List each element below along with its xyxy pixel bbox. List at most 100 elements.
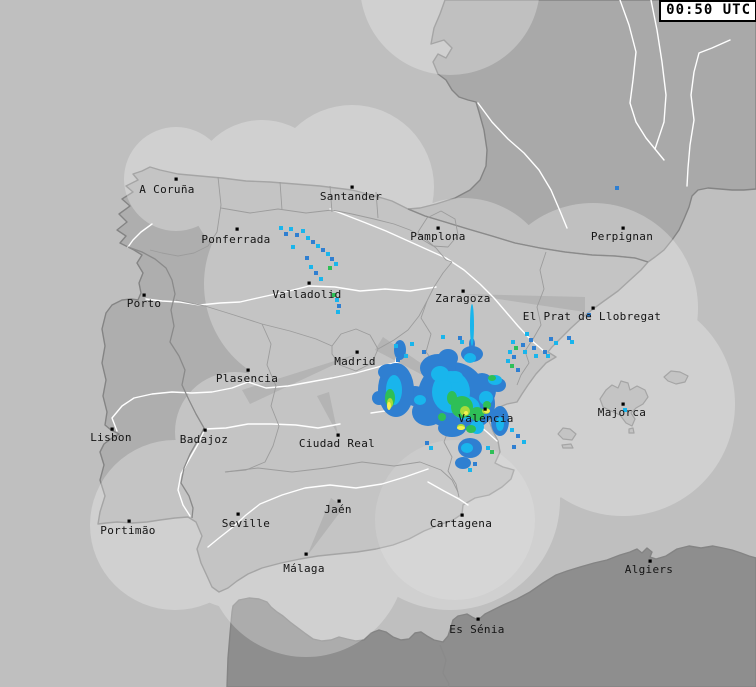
precipitation-speck: [337, 304, 341, 308]
precipitation-blob: [431, 366, 449, 382]
precipitation-blob: [438, 419, 466, 437]
city-label: El Prat de Llobregat: [523, 310, 661, 323]
radar-coverage-overlap: [375, 440, 535, 600]
precipitation-speck: [567, 336, 571, 340]
precipitation-blob: [496, 417, 504, 431]
precipitation-speck: [522, 440, 526, 444]
precipitation-speck: [284, 232, 288, 236]
city-label: Pamplona: [410, 230, 465, 243]
river-allier: [650, 0, 667, 150]
city-marker: [591, 306, 595, 310]
city-label: Valencia: [458, 412, 513, 425]
precipitation-blob: [447, 391, 457, 405]
precipitation-blob: [438, 413, 446, 421]
precipitation-speck: [516, 368, 520, 372]
river-segura: [427, 481, 469, 506]
city-marker: [337, 499, 341, 503]
city-marker: [307, 281, 311, 285]
city-label: Es Sénia: [449, 623, 504, 636]
city-marker: [460, 513, 464, 517]
precipitation-speck: [529, 338, 533, 342]
precipitation-speck: [306, 236, 310, 240]
country-borders: [127, 208, 649, 687]
precipitation-speck: [510, 364, 514, 368]
precipitation-blob: [464, 353, 476, 363]
province-borders: [149, 176, 547, 498]
precipitation-speck: [510, 428, 514, 432]
city-label: Santander: [320, 190, 382, 203]
river-ebro: [329, 208, 546, 353]
timestamp-badge: 00:50 UTC: [659, 0, 756, 22]
precipitation-speck: [326, 252, 330, 256]
precipitation-speck: [587, 313, 591, 317]
city-label: A Coruña: [139, 183, 194, 196]
precipitation-blob: [470, 407, 484, 421]
city-marker: [142, 293, 146, 297]
precipitation-blob: [466, 425, 476, 433]
precipitation-blob: [447, 371, 463, 383]
city-marker: [304, 552, 308, 556]
city-label: Madrid: [334, 355, 376, 368]
precipitation-blob: [387, 402, 391, 410]
river-rhone: [686, 39, 731, 187]
precipitation-speck: [394, 344, 398, 348]
precipitation-blob: [461, 443, 473, 453]
river-tajo: [111, 361, 399, 432]
city-label: Seville: [222, 517, 270, 530]
city-label: Portimão: [100, 524, 155, 537]
city-marker: [350, 185, 354, 189]
city-marker: [235, 227, 239, 231]
city-marker: [648, 559, 652, 563]
precipitation-speck: [516, 434, 520, 438]
precipitation-speck: [425, 441, 429, 445]
precipitation-blob: [464, 411, 468, 415]
precipitation-speck: [486, 446, 490, 450]
precipitation-blob: [438, 349, 458, 367]
river-garonne: [477, 102, 568, 229]
precipitation-speck: [525, 332, 529, 336]
precipitation-speck: [330, 257, 334, 261]
city-label: Lisbon: [90, 431, 132, 444]
precipitation-speck: [334, 262, 338, 266]
precipitation-speck: [468, 468, 472, 472]
precipitation-layer: [279, 186, 627, 472]
precipitation-speck: [328, 266, 332, 270]
city-label: Majorca: [598, 406, 646, 419]
precipitation-speck: [549, 337, 553, 341]
precipitation-speck: [570, 340, 574, 344]
island-ibiza: [557, 427, 577, 449]
precipitation-speck: [316, 244, 320, 248]
precipitation-speck: [321, 248, 325, 252]
precipitation-speck: [404, 354, 408, 358]
precipitation-speck: [514, 346, 518, 350]
precipitation-blob: [414, 395, 426, 405]
precipitation-speck: [311, 240, 315, 244]
precipitation-blob: [488, 375, 496, 381]
city-label: Cartagena: [430, 517, 492, 530]
city-marker: [436, 226, 440, 230]
precipitation-speck: [623, 408, 627, 412]
precipitation-speck: [546, 354, 550, 358]
precipitation-speck: [335, 298, 339, 302]
city-marker: [203, 428, 207, 432]
city-marker: [621, 402, 625, 406]
precipitation-speck: [396, 358, 400, 362]
precipitation-speck: [399, 349, 403, 353]
precipitation-speck: [289, 227, 293, 231]
city-marker: [110, 427, 114, 431]
precipitation-speck: [543, 350, 547, 354]
border-morocco-algeria: [439, 644, 450, 687]
precipitation-speck: [279, 226, 283, 230]
precipitation-speck: [534, 354, 538, 358]
precipitation-speck: [291, 245, 295, 249]
precipitation-speck: [508, 350, 512, 354]
precipitation-speck: [314, 271, 318, 275]
precipitation-speck: [490, 450, 494, 454]
city-label: Zaragoza: [435, 292, 490, 305]
city-marker: [461, 289, 465, 293]
island-menorca: [663, 370, 689, 385]
precipitation-blob: [436, 380, 452, 396]
city-labels-layer: A Coruña Santander Pamplona Ponferrada Valla…: [90, 177, 673, 636]
